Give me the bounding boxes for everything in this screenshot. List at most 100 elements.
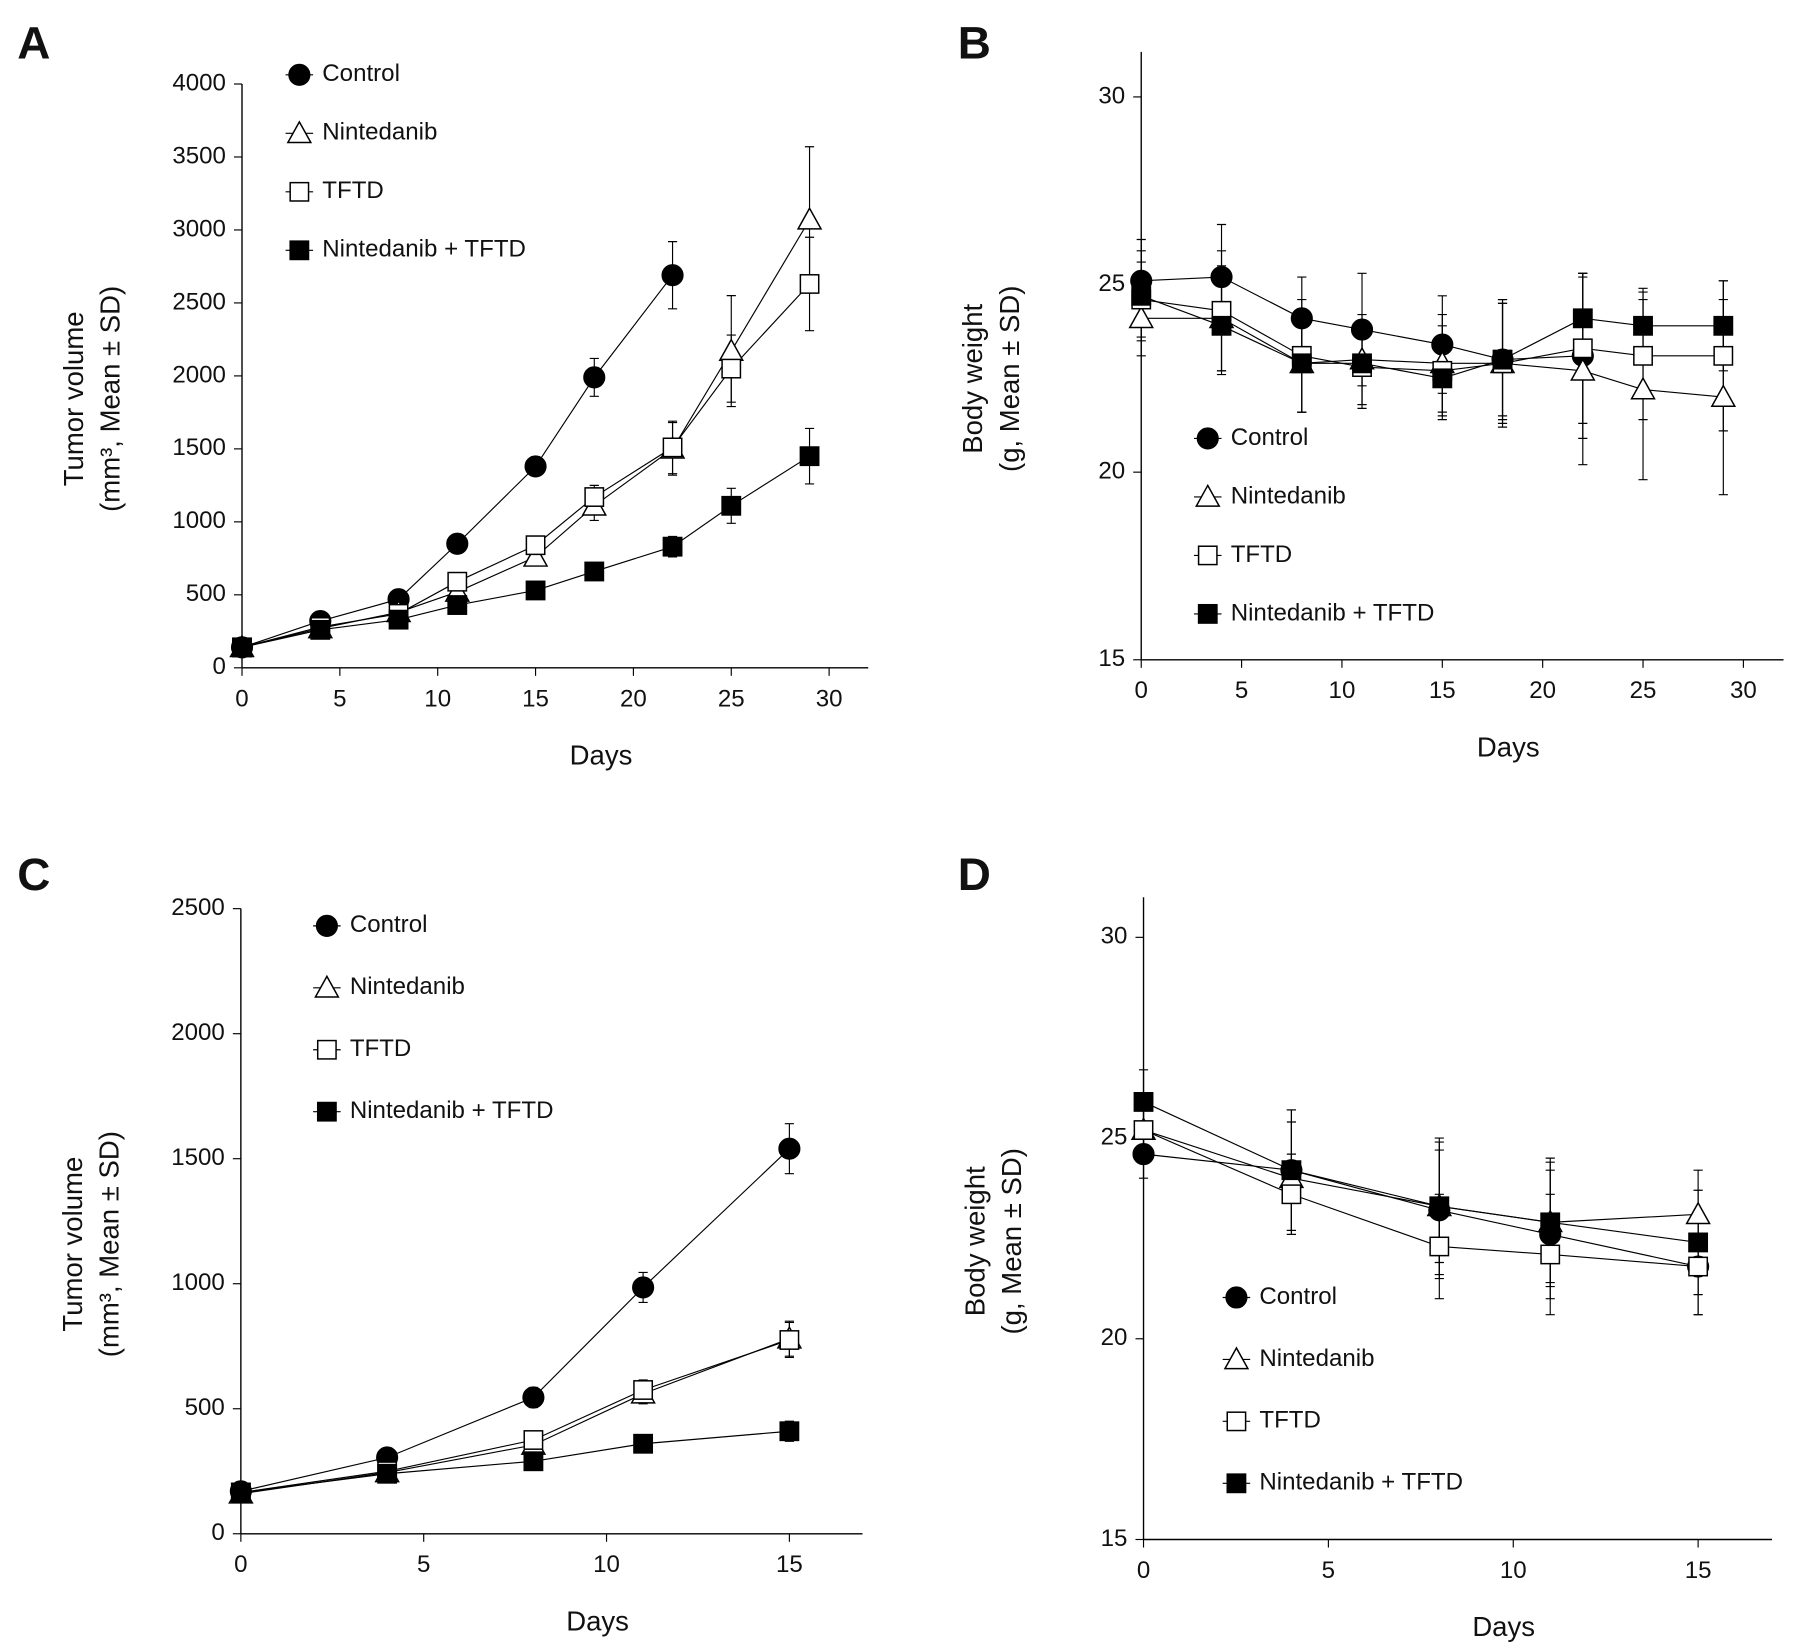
marker <box>1133 1120 1154 1140</box>
y-tick-label: 15 <box>1098 645 1125 672</box>
x-tick-label: 25 <box>1630 677 1657 704</box>
legend-label: Nintedanib <box>1259 1345 1374 1372</box>
panel-label: A <box>17 16 50 68</box>
marker <box>721 495 742 516</box>
x-tick-label: 20 <box>620 685 647 712</box>
marker <box>1131 285 1152 306</box>
marker <box>1210 265 1233 289</box>
x-axis-label: Days <box>566 1605 629 1636</box>
legend-label: Nintedanib <box>322 119 437 146</box>
series-line <box>240 1339 790 1494</box>
legend-marker <box>314 974 340 998</box>
marker <box>447 571 468 592</box>
y-tick-label: 2000 <box>172 361 226 388</box>
marker <box>1685 1201 1711 1225</box>
marker <box>230 1482 251 1503</box>
y-tick-label: 500 <box>186 580 226 607</box>
marker <box>799 274 820 294</box>
marker <box>1281 1160 1302 1181</box>
marker <box>632 1276 655 1299</box>
marker <box>1281 1184 1302 1205</box>
legend-label: Control <box>1231 424 1309 451</box>
series-line <box>1143 1101 1699 1244</box>
x-tick-label: 5 <box>333 685 346 712</box>
marker <box>1572 308 1593 329</box>
x-tick-label: 0 <box>1135 677 1148 704</box>
marker <box>1710 384 1737 408</box>
marker <box>523 1430 544 1450</box>
y-tick-label: 0 <box>211 1519 224 1546</box>
y-axis-label: Tumor volume <box>57 1157 88 1332</box>
marker <box>1688 1232 1709 1253</box>
marker <box>232 637 252 658</box>
legend-label: Control <box>322 60 400 87</box>
marker <box>1630 376 1656 400</box>
y-tick-label: 2500 <box>172 288 226 315</box>
x-tick-label: 10 <box>1329 677 1356 704</box>
legend-label: TFTD <box>322 177 384 204</box>
marker <box>633 1380 654 1400</box>
legend-marker <box>1195 483 1221 507</box>
marker <box>1570 357 1596 381</box>
x-tick-label: 20 <box>1529 677 1556 704</box>
legend-marker <box>316 1101 337 1122</box>
y-tick-label: 25 <box>1098 270 1125 297</box>
marker <box>377 1463 398 1484</box>
y-tick-label: 500 <box>185 1394 225 1421</box>
marker <box>662 437 683 458</box>
x-tick-label: 30 <box>1730 677 1757 704</box>
y-tick-label: 20 <box>1101 1324 1128 1351</box>
legend-marker <box>286 120 313 144</box>
legend-label: Nintedanib + TFTD <box>1231 599 1435 626</box>
marker <box>779 1330 800 1350</box>
x-tick-label: 10 <box>424 685 451 712</box>
x-tick-label: 30 <box>816 685 843 712</box>
marker <box>1688 1256 1709 1277</box>
x-tick-label: 5 <box>1235 677 1248 704</box>
y-tick-label: 30 <box>1098 82 1125 109</box>
x-tick-label: 10 <box>1500 1557 1527 1584</box>
marker <box>1492 349 1513 370</box>
series-line <box>240 1338 790 1495</box>
y-axis-label: Tumor volume <box>58 311 89 486</box>
series-line <box>1143 1129 1699 1223</box>
x-tick-label: 10 <box>593 1551 620 1578</box>
y-axis-label: (mm³, Mean ± SD) <box>94 1131 125 1357</box>
marker <box>1211 315 1232 336</box>
x-axis-label: Days <box>1472 1611 1535 1642</box>
x-tick-label: 15 <box>776 1551 803 1578</box>
legend-label: TFTD <box>350 1035 412 1062</box>
panel-label: D <box>958 848 991 900</box>
legend-marker <box>1225 1286 1248 1309</box>
marker <box>1429 1236 1450 1257</box>
marker <box>1352 353 1372 374</box>
x-tick-label: 15 <box>1685 1557 1712 1584</box>
y-axis-label: (mm³, Mean ± SD) <box>95 286 126 512</box>
legend-marker <box>1223 1346 1250 1370</box>
marker <box>584 487 605 507</box>
legend-label: Nintedanib + TFTD <box>350 1097 554 1124</box>
legend-label: Nintedanib <box>1231 482 1346 509</box>
marker <box>446 532 469 555</box>
marker <box>1291 353 1312 374</box>
marker <box>1713 315 1734 336</box>
marker <box>661 264 684 287</box>
y-tick-label: 1500 <box>171 1144 225 1171</box>
marker <box>388 609 409 630</box>
legend-marker <box>289 181 310 202</box>
marker <box>1429 1196 1450 1217</box>
marker <box>522 543 549 567</box>
marker <box>1133 1092 1154 1112</box>
marker <box>1633 315 1653 336</box>
panel-label: C <box>17 848 50 900</box>
y-tick-label: 1500 <box>172 434 226 461</box>
legend-marker <box>1196 427 1219 450</box>
legend-marker <box>316 1039 337 1060</box>
legend-marker <box>1226 1411 1247 1432</box>
marker <box>633 1433 654 1454</box>
legend-label: Nintedanib + TFTD <box>1259 1469 1463 1496</box>
marker <box>523 1451 544 1472</box>
marker <box>778 1137 801 1160</box>
marker <box>779 1421 800 1442</box>
